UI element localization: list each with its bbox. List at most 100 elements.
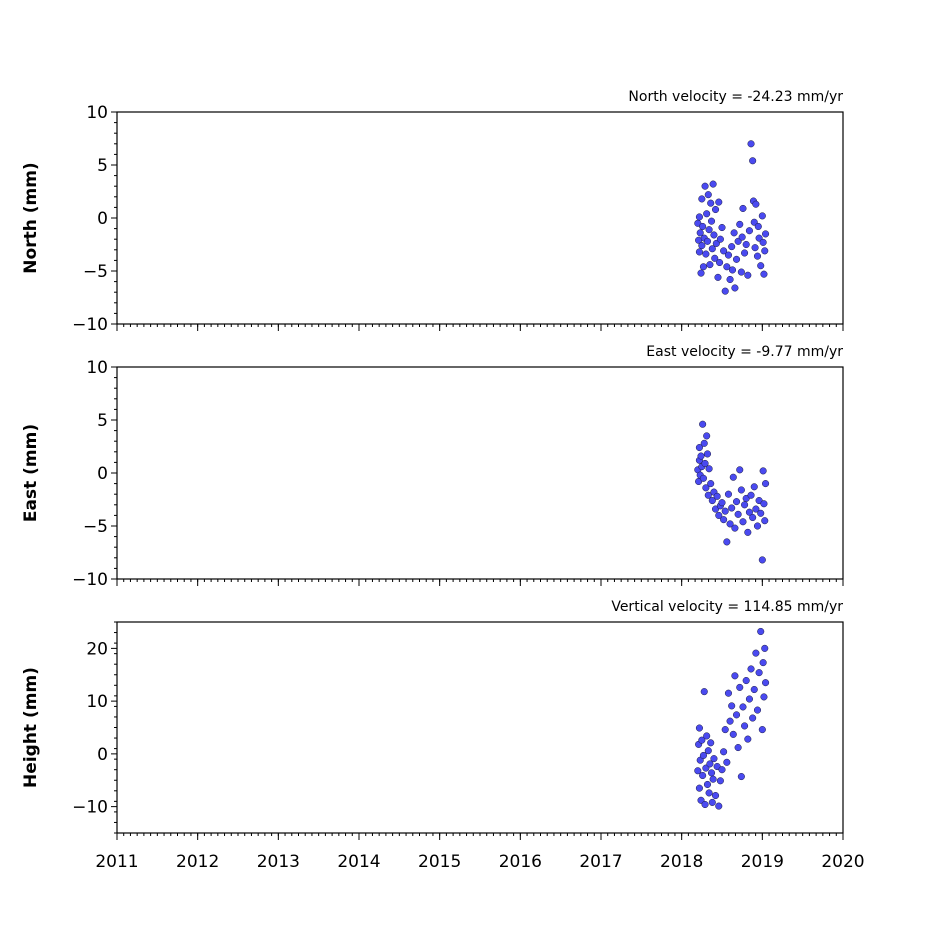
data-point xyxy=(758,726,766,734)
data-point xyxy=(753,252,762,260)
data-point xyxy=(716,235,724,243)
data-point xyxy=(700,688,708,696)
data-point xyxy=(707,217,716,225)
data-point xyxy=(720,247,728,255)
data-point xyxy=(752,505,760,513)
y-tick-label: −5 xyxy=(83,517,108,537)
data-point xyxy=(715,511,723,519)
data-point xyxy=(737,486,745,494)
data-point xyxy=(745,227,753,235)
data-point xyxy=(698,242,706,250)
data-point xyxy=(728,702,736,710)
data-point xyxy=(750,483,758,491)
data-point xyxy=(752,649,760,657)
data-point xyxy=(747,140,755,148)
data-point xyxy=(707,199,715,207)
data-point xyxy=(762,480,770,488)
y-tick-label: 5 xyxy=(97,411,108,431)
x-tick-label: 2012 xyxy=(176,852,219,872)
data-point xyxy=(704,747,712,755)
data-point xyxy=(699,222,707,231)
x-tick-label: 2013 xyxy=(257,852,300,872)
data-point xyxy=(706,760,714,768)
y-tick-label: 10 xyxy=(86,358,108,378)
data-point xyxy=(739,518,747,526)
data-point xyxy=(699,751,707,760)
x-tick-label: 2019 xyxy=(741,852,784,872)
data-point xyxy=(749,714,757,722)
x-tick-label: 2017 xyxy=(579,852,622,872)
data-point xyxy=(739,703,747,711)
x-tick-label: 2020 xyxy=(821,852,864,872)
data-point xyxy=(758,212,766,220)
data-point xyxy=(715,802,723,810)
y-axis-label: Height (mm) xyxy=(21,667,41,788)
data-point xyxy=(699,420,707,428)
data-point xyxy=(705,465,713,473)
data-point xyxy=(744,528,752,536)
data-point xyxy=(709,180,717,188)
data-point xyxy=(726,275,734,284)
data-point xyxy=(707,769,716,777)
data-point xyxy=(696,229,704,237)
data-point xyxy=(729,730,737,738)
data-point xyxy=(720,748,728,756)
data-point xyxy=(759,659,767,667)
plot-frame xyxy=(116,111,844,325)
data-point xyxy=(757,509,765,517)
plot-frame xyxy=(116,366,844,580)
data-point xyxy=(747,665,755,673)
data-point xyxy=(704,191,712,199)
y-axis-label: North (mm) xyxy=(21,162,41,273)
data-point xyxy=(730,229,738,237)
x-tick-label: 2016 xyxy=(499,852,542,872)
data-point xyxy=(709,775,717,783)
data-point xyxy=(707,739,715,747)
y-tick-label: 0 xyxy=(97,745,108,765)
data-point xyxy=(720,516,728,524)
data-point xyxy=(754,222,762,231)
data-point xyxy=(724,689,733,697)
data-point xyxy=(759,467,767,475)
data-point xyxy=(761,644,769,652)
data-point xyxy=(734,510,742,518)
x-tick-label: 2015 xyxy=(418,852,461,872)
data-point xyxy=(732,498,741,506)
data-point xyxy=(761,247,769,255)
data-point xyxy=(737,268,745,276)
data-point xyxy=(736,466,744,474)
data-point xyxy=(759,238,767,246)
data-point xyxy=(706,261,714,269)
data-point xyxy=(711,205,720,214)
y-tick-label: −10 xyxy=(72,570,108,590)
data-point xyxy=(731,284,739,292)
data-point xyxy=(744,735,752,743)
data-point xyxy=(723,758,731,766)
data-point xyxy=(734,743,742,752)
data-point xyxy=(700,439,708,447)
velocity-title: North velocity = -24.23 mm/yr xyxy=(628,89,843,105)
data-point xyxy=(723,263,731,271)
data-point xyxy=(724,490,733,498)
data-point xyxy=(732,711,741,719)
data-point xyxy=(744,271,752,279)
data-point xyxy=(716,258,724,267)
data-point xyxy=(729,473,737,481)
data-point xyxy=(760,693,768,701)
y-axis-label: East (mm) xyxy=(21,424,41,522)
data-point xyxy=(703,210,711,218)
data-point xyxy=(695,784,703,792)
data-point xyxy=(749,157,757,165)
data-point xyxy=(749,513,757,522)
data-point xyxy=(708,245,716,253)
data-point xyxy=(762,230,770,238)
data-point xyxy=(710,231,718,239)
data-point xyxy=(705,226,713,234)
data-point xyxy=(711,254,719,262)
data-point xyxy=(715,198,723,206)
data-point xyxy=(701,182,709,190)
y-tick-label: 20 xyxy=(86,639,108,659)
data-point xyxy=(745,695,753,703)
data-point xyxy=(703,780,712,789)
